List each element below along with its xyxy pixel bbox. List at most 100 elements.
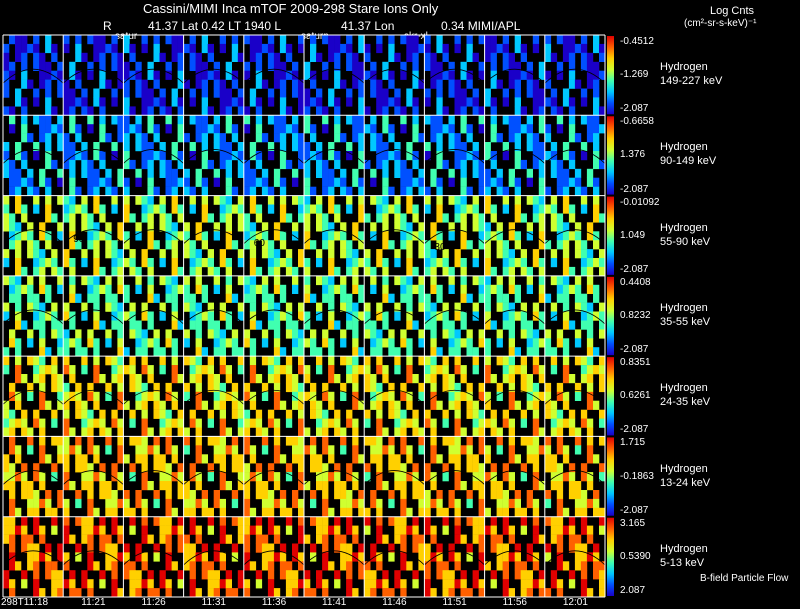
heatmap-pixel [63, 498, 70, 509]
heatmap-pixel [490, 472, 497, 482]
heatmap-pixel [334, 124, 341, 134]
heatmap-pixel [75, 329, 82, 339]
heatmap-pixel [57, 231, 64, 241]
heatmap-pixel [472, 142, 479, 152]
heatmap-pixel [436, 195, 443, 205]
heatmap-pixel [45, 124, 52, 134]
heatmap-pixel [346, 498, 353, 509]
heatmap-pixel [117, 427, 124, 437]
heatmap-pixel [243, 213, 251, 223]
heatmap-pixel [454, 213, 461, 223]
heatmap-pixel [370, 133, 377, 143]
heatmap-pixel [424, 258, 431, 268]
heatmap-pixel [586, 124, 594, 134]
heatmap-pixel [334, 52, 341, 62]
heatmap-pixel [508, 302, 515, 312]
heatmap-pixel [21, 266, 28, 277]
heatmap-pixel [99, 579, 106, 589]
heatmap-pixel [171, 43, 178, 54]
heatmap-pixel [508, 133, 515, 143]
colorbar-max-label: 0.8351 [620, 357, 651, 369]
heatmap-pixel [568, 534, 576, 544]
heatmap-pixel [406, 266, 413, 277]
heatmap-pixel [562, 258, 570, 268]
heatmap-pixel [370, 543, 377, 553]
heatmap-pixel [33, 142, 40, 152]
heatmap-pixel [201, 61, 208, 71]
heatmap-pixel [346, 356, 353, 366]
heatmap-pixel [33, 561, 40, 571]
heatmap-pixel [424, 97, 431, 107]
heatmap-pixel [63, 204, 70, 214]
heatmap-pixel [322, 293, 329, 303]
heatmap-pixel [574, 275, 582, 286]
heatmap-pixel [177, 374, 184, 384]
heatmap-pixel [322, 525, 329, 535]
heatmap-pixel [147, 88, 154, 98]
heatmap-pixel [460, 374, 467, 384]
heatmap-pixel [63, 347, 70, 357]
heatmap-pixel [556, 543, 564, 553]
heatmap-pixel [195, 329, 202, 339]
heatmap-pixel [490, 213, 497, 223]
heatmap-pixel [279, 400, 287, 410]
heatmap-pixel [508, 231, 515, 241]
heatmap-pixel [424, 266, 431, 277]
heatmap-pixel [412, 463, 419, 473]
heatmap-pixel [568, 570, 576, 580]
heatmap-pixel [454, 79, 461, 89]
heatmap-pixel [93, 240, 100, 250]
heatmap-pixel [39, 391, 46, 401]
heatmap-pixel [424, 418, 431, 428]
heatmap-pixel [21, 159, 28, 170]
heatmap-pixel [478, 579, 485, 589]
pitch-angle-contour [303, 68, 365, 84]
heatmap-pixel [249, 311, 257, 321]
heatmap-pixel [298, 97, 305, 107]
heatmap-pixel [9, 338, 16, 348]
heatmap-pixel [568, 320, 576, 330]
heatmap-pixel [51, 320, 58, 330]
heatmap-pixel [394, 365, 401, 375]
heatmap-pixel [478, 329, 485, 339]
heatmap-pixel [304, 61, 311, 71]
colorbar-min-label: -2.087 [620, 263, 649, 275]
heatmap-pixel [400, 275, 407, 286]
heatmap-pixel [159, 427, 166, 437]
heatmap-pixel [538, 320, 546, 330]
heatmap-pixel [51, 70, 58, 80]
heatmap-pixel [213, 88, 220, 98]
heatmap-pixel [81, 365, 88, 375]
heatmap-pixel [171, 231, 178, 241]
heatmap-pixel [544, 552, 552, 562]
heatmap-pixel [292, 400, 299, 410]
heatmap-pixel [207, 43, 214, 54]
heatmap-pixel [273, 418, 281, 428]
heatmap-pixel [472, 472, 479, 482]
heatmap-pixel [599, 382, 606, 393]
heatmap-pixel [153, 498, 160, 509]
heatmap-pixel [201, 570, 208, 580]
heatmap-pixel [141, 552, 148, 562]
heatmap-pixel [255, 213, 263, 223]
heatmap-pixel [237, 525, 245, 535]
heatmap-pixel [460, 284, 467, 294]
heatmap-pixel [442, 463, 449, 473]
heatmap-pixel [273, 266, 281, 277]
heatmap-pixel [346, 195, 353, 205]
heatmap-pixel [141, 142, 148, 152]
heatmap-pixel [292, 543, 299, 553]
heatmap-pixel [219, 133, 226, 143]
heatmap-pixel [358, 142, 365, 152]
heatmap-pixel [574, 168, 582, 178]
heatmap-pixel [285, 365, 293, 375]
heatmap-pixel [460, 293, 467, 303]
heatmap-pixel [593, 204, 600, 214]
heatmap-pixel [556, 525, 564, 535]
heatmap-pixel [292, 70, 299, 80]
heatmap-pixel [219, 552, 226, 562]
heatmap-pixel [111, 142, 118, 152]
heatmap-pixel [141, 561, 148, 571]
heatmap-pixel [298, 133, 305, 143]
heatmap-pixel [304, 222, 311, 232]
